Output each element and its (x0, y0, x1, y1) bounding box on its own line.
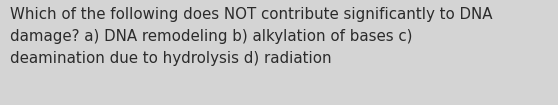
Text: Which of the following does NOT contribute significantly to DNA
damage? a) DNA r: Which of the following does NOT contribu… (10, 7, 493, 66)
